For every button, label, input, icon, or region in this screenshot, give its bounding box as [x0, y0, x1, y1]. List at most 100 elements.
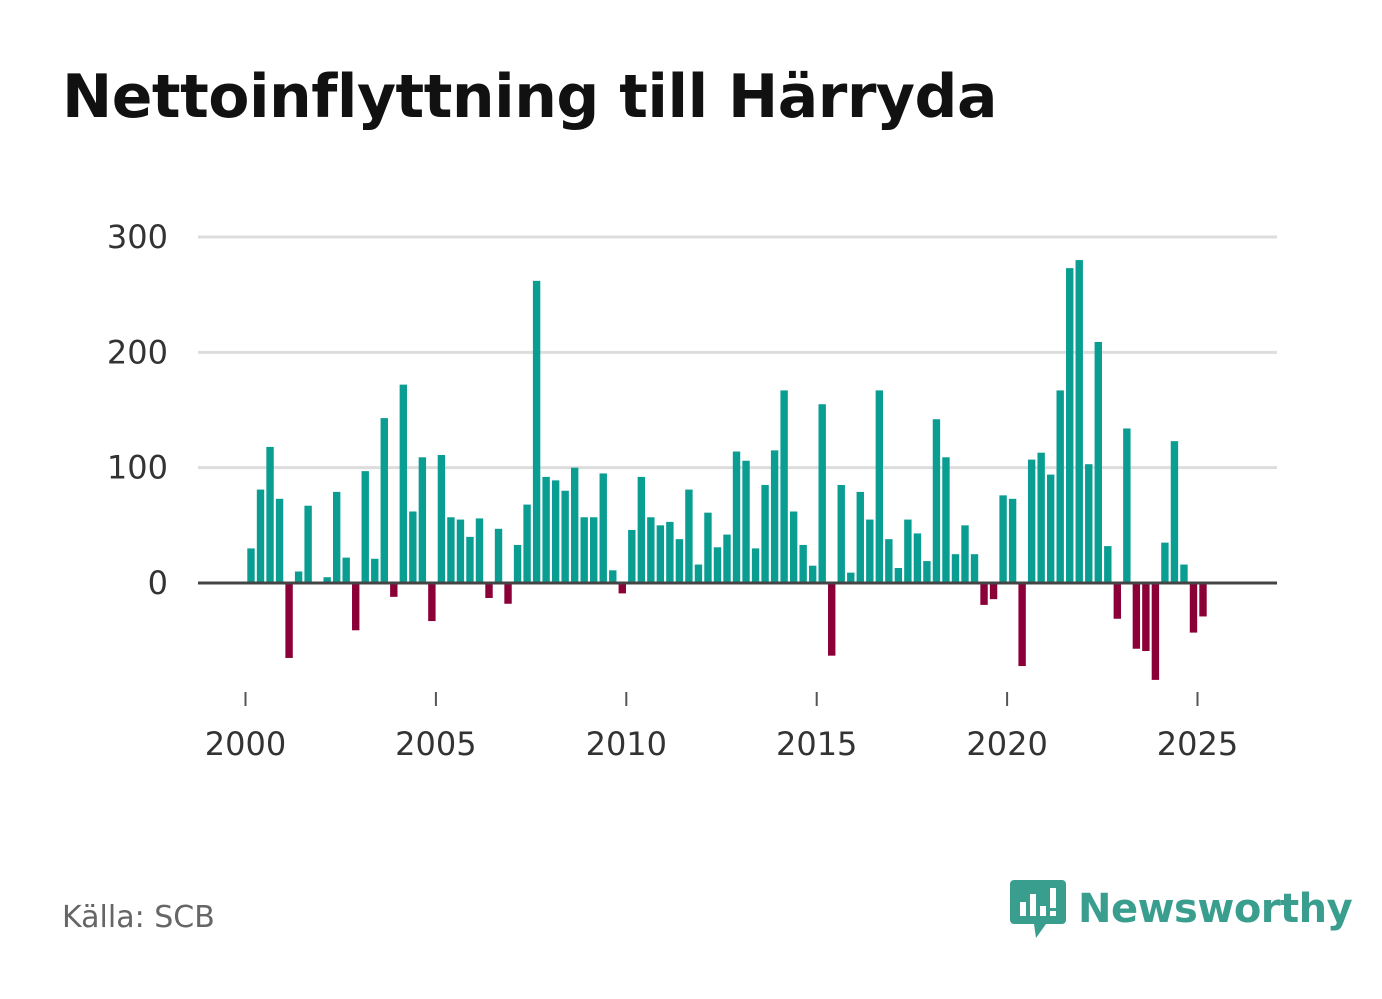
bar-2017-Q1	[894, 568, 903, 583]
bar-2017-Q2	[904, 519, 912, 583]
bar-2014-Q2	[789, 511, 798, 583]
bar-2000-Q4	[275, 498, 284, 583]
bar-2015-Q3	[837, 484, 845, 583]
chart-bubble-icon	[1010, 880, 1066, 938]
bar-2015-Q1	[818, 404, 826, 583]
bar-2009-Q3	[609, 570, 617, 583]
bar-2010-Q2	[637, 476, 646, 583]
x-tick-label: 2020	[966, 725, 1047, 763]
bar-2006-Q1	[475, 518, 484, 583]
bar-2006-Q4	[504, 583, 512, 604]
bar-2008-Q1	[551, 480, 560, 583]
bar-2016-Q2	[866, 519, 874, 583]
bar-2024-Q4	[1189, 583, 1198, 633]
x-tick-label: 2025	[1157, 725, 1238, 763]
bar-2014-Q1	[780, 390, 788, 583]
y-tick-label: 300	[107, 218, 168, 256]
bar-2012-Q1	[704, 512, 712, 583]
bar-2012-Q2	[713, 547, 722, 583]
bar-2010-Q1	[628, 529, 636, 583]
axes: 0 100 200 300 2000 2005 2010 2015 2020 2025	[107, 218, 1277, 763]
bar-2021-Q2	[1056, 390, 1064, 583]
bar-2002-Q2	[332, 491, 341, 583]
bar-2009-Q4	[618, 583, 626, 594]
bar-2003-Q1	[361, 471, 369, 583]
bar-2013-Q2	[751, 548, 760, 583]
bar-2019-Q4	[999, 495, 1007, 583]
bar-2005-Q2	[447, 517, 455, 583]
bar-2019-Q3	[989, 583, 998, 600]
x-tick-label: 2010	[586, 725, 667, 763]
bar-2006-Q3	[494, 528, 503, 583]
bar-2016-Q1	[856, 491, 864, 583]
bar-2006-Q2	[485, 583, 493, 598]
bar-2004-Q1	[399, 384, 408, 583]
bar-2024-Q2	[1170, 441, 1179, 583]
bar-2016-Q4	[885, 539, 893, 583]
bar-2004-Q2	[409, 511, 417, 583]
bar-2025-Q1	[1199, 583, 1207, 617]
bar-2003-Q2	[371, 558, 379, 583]
x-tick-label: 2000	[205, 725, 286, 763]
bar-2021-Q1	[1046, 474, 1055, 583]
bar-2003-Q3	[380, 418, 388, 583]
bar-2023-Q1	[1123, 428, 1131, 583]
x-tick-label: 2005	[395, 725, 476, 763]
bar-2014-Q4	[808, 565, 817, 583]
bar-2002-Q4	[352, 583, 360, 631]
x-tick-label: 2015	[776, 725, 857, 763]
bar-2002-Q1	[323, 577, 331, 583]
bar-2022-Q4	[1113, 583, 1122, 619]
source-label: Källa: SCB	[62, 900, 215, 935]
bar-2000-Q1	[247, 548, 255, 583]
bar-2010-Q3	[647, 517, 655, 583]
bar-2017-Q4	[923, 561, 931, 583]
bar-2014-Q3	[799, 544, 807, 583]
bar-2024-Q1	[1161, 542, 1169, 583]
bar-2024-Q3	[1180, 564, 1188, 583]
bar-2020-Q1	[1008, 498, 1017, 583]
bar-2002-Q3	[342, 557, 350, 583]
bar-2003-Q4	[390, 583, 398, 597]
bar-2021-Q3	[1066, 268, 1074, 583]
bar-2007-Q4	[542, 476, 550, 583]
bar-2008-Q4	[580, 517, 588, 583]
bar-2018-Q2	[942, 457, 950, 583]
bar-2013-Q3	[761, 484, 769, 583]
bar-2011-Q2	[675, 539, 684, 583]
bar-2023-Q3	[1142, 583, 1150, 652]
bar-2005-Q1	[437, 454, 446, 583]
brand-name: Newsworthy	[1078, 886, 1353, 932]
bar-2004-Q3	[418, 457, 427, 583]
bar-2017-Q3	[913, 533, 922, 583]
bar-2007-Q3	[532, 280, 541, 583]
bar-2008-Q2	[561, 490, 569, 583]
y-tick-label: 200	[107, 333, 168, 371]
brand-logo[interactable]: Newsworthy	[1010, 878, 1353, 940]
bar-2023-Q2	[1132, 583, 1141, 649]
bar-2012-Q3	[723, 534, 731, 583]
bar-2000-Q2	[256, 489, 265, 583]
bar-2005-Q3	[456, 519, 465, 583]
bar-2001-Q1	[285, 583, 293, 658]
bar-2001-Q2	[294, 571, 303, 583]
bar-2005-Q4	[466, 536, 474, 583]
bar-2009-Q2	[599, 473, 607, 583]
bar-2007-Q2	[523, 504, 531, 583]
bar-2011-Q1	[666, 521, 674, 583]
bar-2013-Q1	[742, 460, 750, 583]
bar-2013-Q4	[770, 450, 779, 583]
bar-2007-Q1	[513, 544, 522, 583]
chart-title: Nettoinflyttning till Härryda	[62, 62, 997, 132]
bar-2018-Q4	[961, 525, 969, 583]
bar-2022-Q3	[1104, 546, 1112, 583]
bar-2023-Q4	[1151, 583, 1160, 680]
bar-2019-Q1	[970, 554, 979, 583]
bar-2015-Q2	[828, 583, 836, 656]
bar-2008-Q3	[570, 467, 579, 583]
y-tick-label: 0	[148, 564, 168, 602]
bar-2019-Q2	[980, 583, 988, 605]
bar-2011-Q4	[694, 564, 703, 583]
bar-2004-Q4	[428, 583, 436, 622]
